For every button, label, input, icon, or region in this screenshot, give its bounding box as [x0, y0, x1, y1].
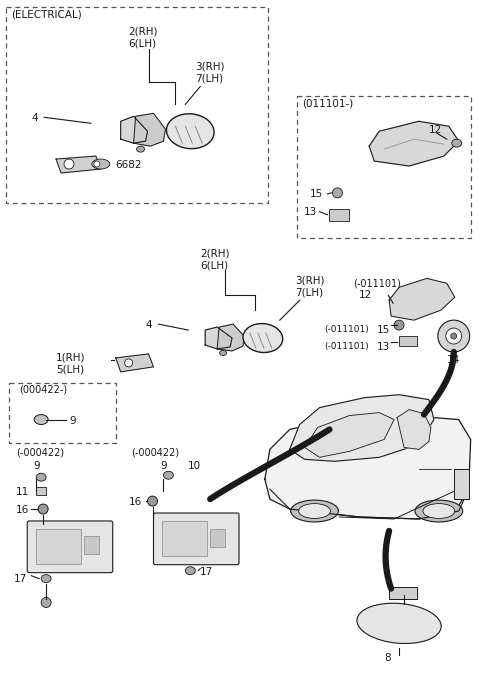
- Ellipse shape: [167, 114, 214, 149]
- Text: (000422-): (000422-): [19, 385, 67, 394]
- Polygon shape: [389, 279, 455, 320]
- Text: 3(RH): 3(RH): [195, 62, 225, 71]
- Ellipse shape: [137, 146, 144, 152]
- FancyBboxPatch shape: [154, 513, 239, 565]
- Text: 16: 16: [16, 505, 30, 515]
- Text: (-011101): (-011101): [353, 279, 401, 288]
- Text: 9: 9: [69, 416, 76, 425]
- Ellipse shape: [299, 504, 330, 519]
- Text: 17: 17: [200, 567, 214, 577]
- Text: 15: 15: [310, 189, 323, 199]
- Bar: [454, 469, 468, 499]
- Polygon shape: [397, 410, 431, 449]
- Bar: [297, 97, 471, 237]
- Circle shape: [38, 504, 48, 514]
- Polygon shape: [133, 113, 166, 146]
- Text: 7(LH): 7(LH): [195, 73, 223, 84]
- Text: (011101-): (011101-): [301, 98, 353, 108]
- Text: 4: 4: [31, 113, 38, 123]
- Text: 4: 4: [145, 320, 152, 330]
- Bar: [9, 383, 116, 443]
- Text: 7(LH): 7(LH): [295, 287, 323, 297]
- Circle shape: [125, 359, 132, 367]
- Text: (-000422): (-000422): [16, 447, 64, 458]
- Text: 13: 13: [304, 206, 317, 217]
- Ellipse shape: [291, 500, 338, 522]
- Circle shape: [333, 188, 342, 198]
- Polygon shape: [120, 117, 147, 143]
- Polygon shape: [369, 121, 459, 166]
- Text: 1(RH): 1(RH): [56, 353, 85, 363]
- Text: (-011101): (-011101): [324, 325, 369, 334]
- Text: 9: 9: [160, 461, 167, 471]
- Ellipse shape: [92, 159, 110, 169]
- Ellipse shape: [34, 414, 48, 425]
- Bar: [210, 529, 225, 547]
- Text: 17: 17: [13, 573, 26, 584]
- Text: 3(RH): 3(RH): [295, 275, 324, 285]
- Circle shape: [64, 159, 74, 169]
- Text: 13: 13: [377, 342, 390, 352]
- Text: 2(RH): 2(RH): [200, 248, 230, 259]
- Ellipse shape: [243, 324, 283, 353]
- Text: 5(LH): 5(LH): [56, 365, 84, 375]
- Ellipse shape: [220, 351, 227, 355]
- Bar: [162, 521, 207, 556]
- Ellipse shape: [185, 567, 195, 575]
- Text: 15: 15: [377, 325, 390, 335]
- Bar: [389, 587, 417, 598]
- Bar: [6, 7, 268, 203]
- Circle shape: [94, 161, 100, 167]
- Ellipse shape: [452, 139, 462, 147]
- Ellipse shape: [423, 504, 455, 519]
- Text: (-011101): (-011101): [324, 342, 369, 351]
- Bar: [36, 487, 46, 495]
- Text: 6(LH): 6(LH): [200, 261, 228, 270]
- Ellipse shape: [36, 473, 46, 481]
- Ellipse shape: [357, 603, 441, 643]
- Text: 8: 8: [384, 653, 390, 663]
- Text: (ELECTRICAL): (ELECTRICAL): [12, 10, 82, 20]
- Bar: [84, 536, 99, 554]
- Text: 12: 12: [360, 290, 372, 300]
- Polygon shape: [116, 354, 154, 372]
- Polygon shape: [217, 324, 244, 351]
- Polygon shape: [56, 156, 101, 173]
- Text: 10: 10: [188, 461, 202, 471]
- Bar: [36, 529, 81, 564]
- Ellipse shape: [41, 575, 51, 582]
- Polygon shape: [205, 327, 232, 349]
- Polygon shape: [290, 394, 434, 461]
- Circle shape: [394, 320, 404, 330]
- Text: 12: 12: [429, 126, 442, 135]
- Ellipse shape: [164, 471, 173, 480]
- Text: (-000422): (-000422): [131, 447, 179, 458]
- Text: 6682: 6682: [116, 160, 142, 170]
- Bar: [329, 209, 349, 221]
- Text: 16: 16: [129, 497, 142, 507]
- Ellipse shape: [415, 500, 463, 522]
- Circle shape: [438, 320, 469, 352]
- Text: 9: 9: [33, 461, 40, 471]
- Text: 6(LH): 6(LH): [129, 39, 157, 49]
- Circle shape: [41, 598, 51, 608]
- Polygon shape: [305, 412, 394, 458]
- Circle shape: [147, 496, 157, 506]
- Text: 14: 14: [447, 355, 460, 365]
- Polygon shape: [265, 414, 471, 519]
- Text: 2(RH): 2(RH): [129, 27, 158, 37]
- Circle shape: [446, 328, 462, 344]
- Circle shape: [451, 333, 457, 339]
- FancyBboxPatch shape: [27, 521, 113, 573]
- Bar: [399, 336, 417, 346]
- Text: 11: 11: [16, 487, 30, 497]
